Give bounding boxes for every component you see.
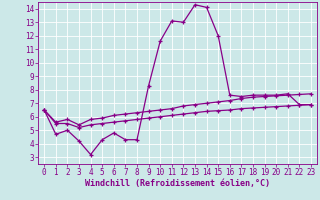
X-axis label: Windchill (Refroidissement éolien,°C): Windchill (Refroidissement éolien,°C) [85,179,270,188]
